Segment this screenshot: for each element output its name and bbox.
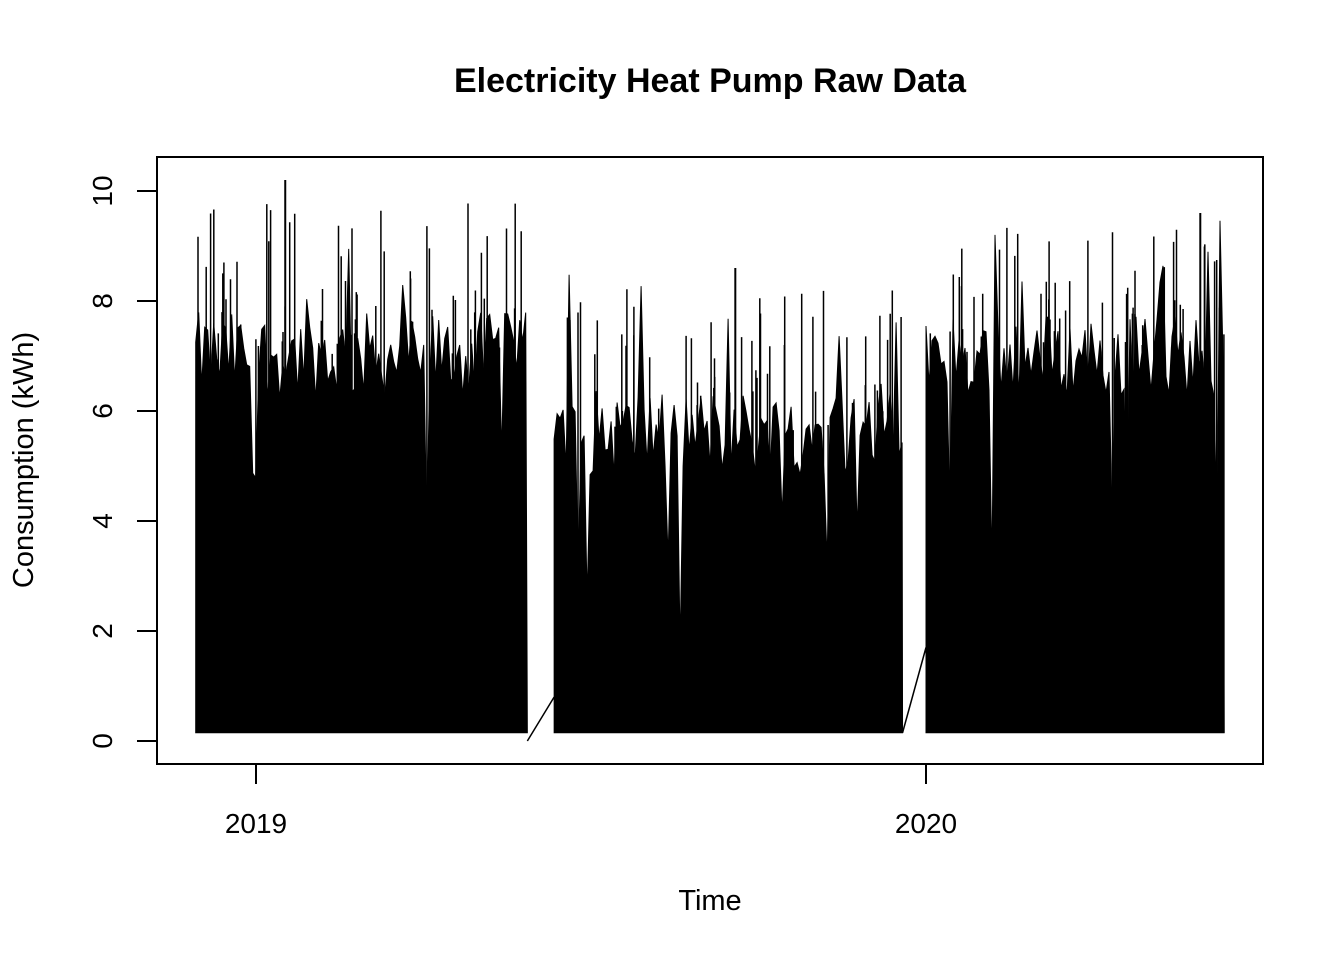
y-tick-label: 10	[87, 175, 118, 206]
y-tick-label: 4	[87, 513, 118, 529]
series-gap-line-2	[901, 647, 927, 733]
y-axis-label: Consumption (kWh)	[8, 332, 40, 588]
x-axis: 2019 2020	[225, 764, 957, 839]
y-tick-label: 0	[87, 733, 118, 749]
x-axis-label: Time	[678, 885, 741, 917]
y-tick-label: 8	[87, 293, 118, 309]
chart-title: Electricity Heat Pump Raw Data	[454, 62, 967, 100]
series-heat-pump-consumption	[195, 180, 1225, 742]
y-axis: 0 2 4 6 8 10	[87, 175, 158, 749]
x-tick-label: 2020	[895, 808, 957, 839]
y-tick-label: 6	[87, 403, 118, 419]
y-tick-label: 2	[87, 623, 118, 639]
x-tick-label: 2019	[225, 808, 287, 839]
series-gap-line-1	[526, 696, 555, 742]
